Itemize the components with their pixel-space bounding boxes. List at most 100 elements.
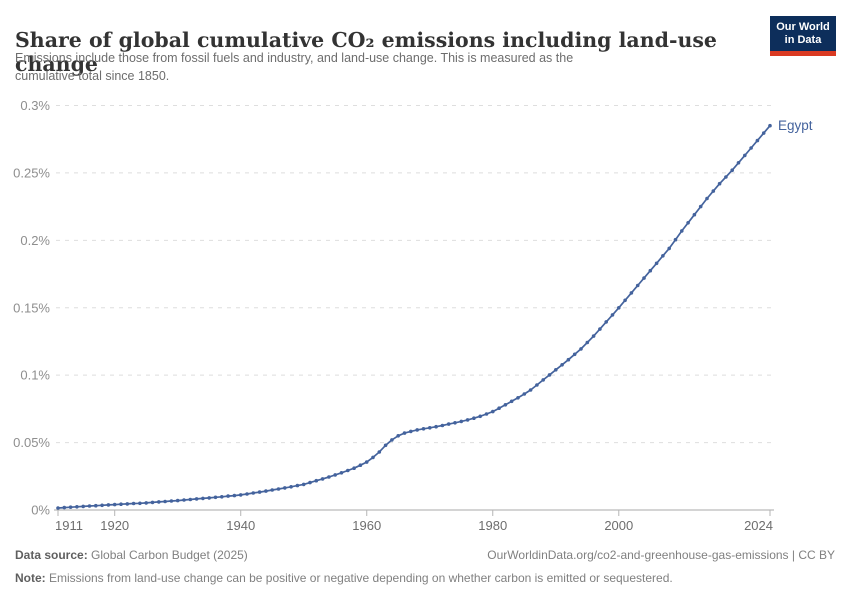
data-point-marker: [497, 406, 501, 411]
data-point-marker: [629, 291, 634, 295]
x-axis-label: 2024: [744, 518, 773, 533]
data-point-marker: [207, 496, 211, 500]
y-axis-label: 0.1%: [20, 368, 50, 383]
data-point-marker: [245, 492, 249, 496]
series-end-label-egypt: Egypt: [778, 118, 813, 133]
data-point-marker: [440, 423, 445, 428]
footer-link: OurWorldinData.org/co2-and-greenhouse-ga…: [487, 548, 835, 562]
data-point-marker: [610, 313, 615, 317]
data-point-marker: [346, 468, 350, 473]
data-point-marker: [585, 340, 590, 345]
data-point-marker: [736, 161, 741, 165]
owid-logo-line1: Our World: [776, 21, 830, 33]
data-point-marker: [428, 426, 432, 430]
data-point-marker: [377, 450, 382, 454]
data-point-marker: [396, 434, 401, 438]
data-point-marker: [194, 497, 199, 501]
y-axis-label: 0.3%: [20, 98, 50, 113]
data-point-marker: [717, 181, 722, 186]
data-point-marker: [535, 383, 539, 387]
chart-footer: Data source: Global Carbon Budget (2025)…: [15, 548, 835, 562]
data-point-marker: [213, 495, 218, 500]
logo-red-bar: [770, 51, 836, 56]
x-axis-label: 1980: [478, 518, 507, 533]
y-axis-label: 0%: [31, 503, 50, 518]
data-point-marker: [289, 485, 293, 489]
data-point-marker: [421, 427, 426, 431]
data-point-marker: [119, 502, 123, 507]
data-point-marker: [232, 493, 237, 498]
data-point-marker: [749, 146, 753, 150]
chart-subtitle-line1: Emissions include those from fossil fuel…: [15, 51, 574, 65]
data-point-marker: [459, 419, 464, 424]
chart-note: Note: Emissions from land-use change can…: [15, 571, 835, 585]
data-point-marker: [617, 306, 621, 310]
note-label: Note:: [15, 571, 46, 585]
data-point-marker: [730, 168, 734, 172]
data-point-marker: [371, 455, 375, 460]
data-point-marker: [226, 494, 230, 498]
data-point-marker: [572, 352, 577, 357]
x-axis-label: 2000: [604, 518, 633, 533]
data-point-marker: [598, 327, 602, 331]
data-point-marker: [75, 505, 79, 509]
data-point-marker: [169, 499, 174, 503]
data-point-marker: [125, 502, 130, 506]
data-point-marker: [484, 412, 489, 416]
data-point-marker: [667, 246, 671, 251]
data-point-marker: [238, 493, 243, 497]
data-point-marker: [724, 175, 728, 179]
data-point-marker: [761, 131, 766, 135]
data-point-marker: [301, 482, 306, 487]
data-point-marker: [157, 500, 161, 504]
data-point-marker: [87, 504, 92, 508]
data-point-marker: [547, 373, 552, 377]
data-point-marker: [175, 498, 180, 503]
data-point-marker: [56, 506, 60, 510]
data-point-marker: [131, 501, 136, 506]
data-point-marker: [528, 388, 533, 392]
data-point-marker: [673, 237, 678, 242]
data-point-marker: [698, 204, 703, 209]
data-point-marker: [635, 283, 640, 288]
data-point-marker: [144, 501, 148, 505]
data-point-marker: [446, 422, 451, 426]
data-point-marker: [522, 392, 527, 396]
data-point-marker: [94, 503, 98, 508]
data-point-marker: [295, 483, 300, 488]
data-point-marker: [68, 505, 73, 510]
data-point-marker: [106, 503, 111, 507]
line-series-egypt: [57, 124, 771, 509]
data-source-text: Global Carbon Budget (2025): [87, 548, 248, 562]
data-point-marker: [648, 268, 653, 273]
data-point-marker: [150, 500, 155, 505]
y-axis-label: 0.2%: [20, 233, 50, 248]
owid-logo: Our World in Data: [770, 16, 836, 56]
data-point-marker: [743, 153, 747, 158]
data-point-marker: [686, 221, 690, 225]
data-point-marker: [560, 363, 564, 367]
data-source-label: Data source:: [15, 548, 88, 562]
data-point-marker: [680, 229, 684, 233]
data-point-marker: [566, 357, 571, 362]
data-point-marker: [509, 399, 514, 404]
data-point-marker: [516, 396, 520, 400]
data-point-marker: [270, 488, 275, 492]
data-point-marker: [283, 486, 287, 490]
data-point-marker: [705, 196, 709, 201]
data-point-marker: [314, 478, 319, 483]
page-title: Share of global cumulative CO₂ emissions…: [15, 27, 717, 76]
data-point-marker: [276, 487, 281, 491]
data-point-marker: [623, 298, 627, 303]
data-point-marker: [711, 189, 716, 193]
y-axis-label: 0.15%: [13, 300, 50, 315]
data-point-marker: [768, 123, 772, 128]
data-point-marker: [339, 471, 344, 475]
data-point-marker: [503, 403, 508, 407]
data-point-marker: [591, 334, 596, 338]
data-point-marker: [604, 320, 608, 324]
data-point-marker: [100, 503, 104, 508]
data-point-marker: [358, 463, 363, 468]
data-point-marker: [257, 490, 262, 494]
